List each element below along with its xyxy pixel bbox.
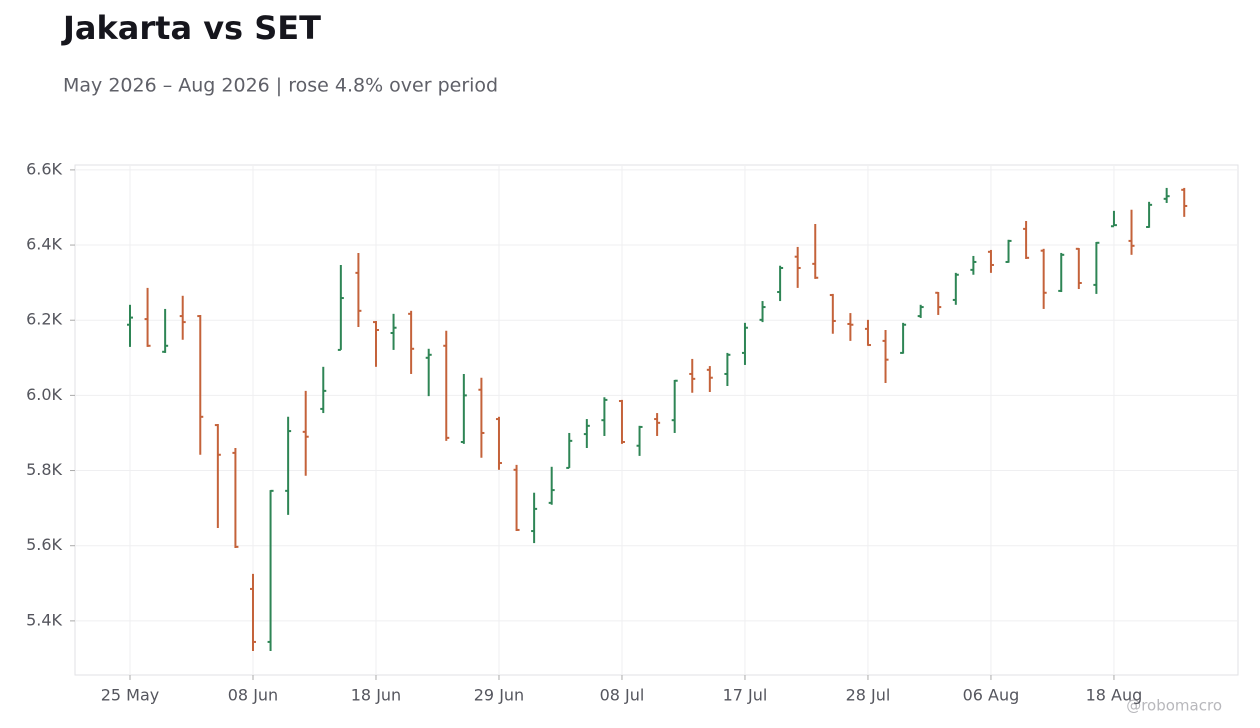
y-tick-label: 5.8K — [26, 460, 62, 479]
x-tick-label: 29 Jun — [474, 686, 524, 705]
y-tick-label: 5.6K — [26, 535, 62, 554]
y-tick-label: 6.4K — [26, 235, 62, 254]
x-tick-label: 25 May — [101, 686, 160, 705]
x-tick-label: 17 Jul — [723, 686, 768, 705]
y-tick-label: 6.0K — [26, 385, 62, 404]
y-tick-label: 6.2K — [26, 310, 62, 329]
x-tick-label: 18 Jun — [351, 686, 401, 705]
chart-title: Jakarta vs SET — [61, 9, 321, 47]
watermark: @robomacro — [1126, 697, 1222, 715]
x-tick-label: 06 Aug — [963, 686, 1020, 705]
y-tick-label: 5.4K — [26, 610, 62, 629]
x-tick-label: 08 Jul — [600, 686, 645, 705]
x-tick-label: 18 Aug — [1086, 686, 1143, 705]
x-tick-label: 28 Jul — [846, 686, 891, 705]
chart-subtitle: May 2026 – Aug 2026 | rose 4.8% over per… — [63, 75, 498, 97]
plot-frame — [74, 164, 1239, 676]
x-tick-label: 08 Jun — [228, 686, 278, 705]
y-tick-label: 6.6K — [26, 159, 62, 178]
